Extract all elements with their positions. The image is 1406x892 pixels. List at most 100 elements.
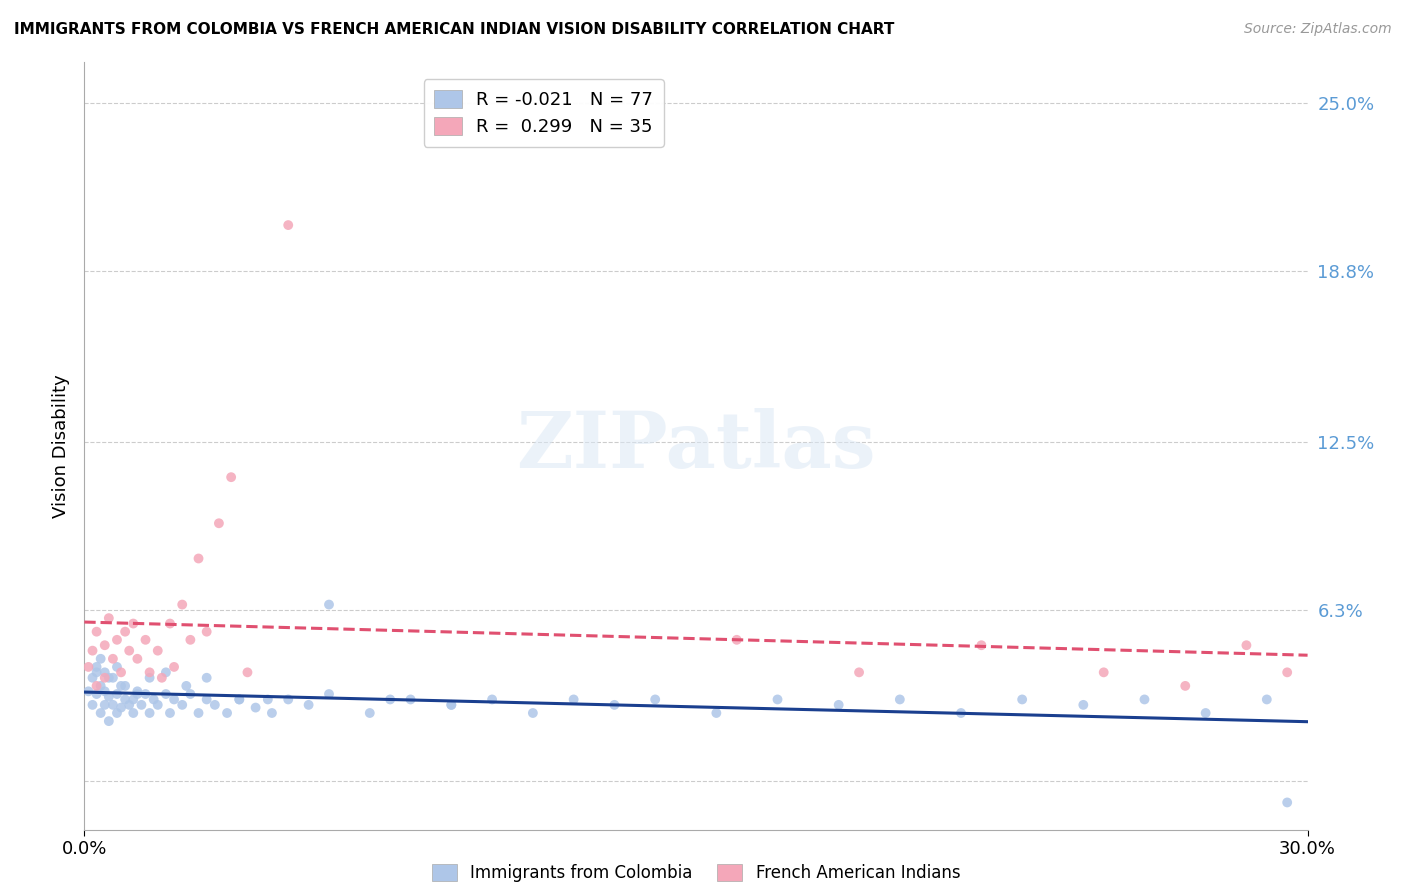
Point xyxy=(1236,638,1258,652)
Point xyxy=(208,516,231,531)
Point xyxy=(725,632,748,647)
Point xyxy=(110,700,132,714)
Point xyxy=(318,598,340,612)
Point xyxy=(848,665,870,680)
Legend: Immigrants from Colombia, French American Indians: Immigrants from Colombia, French America… xyxy=(423,855,969,890)
Point xyxy=(105,660,128,674)
Point xyxy=(82,643,104,657)
Point xyxy=(77,660,100,674)
Point xyxy=(163,692,186,706)
Point xyxy=(155,665,177,680)
Point xyxy=(195,624,218,639)
Point xyxy=(562,692,585,706)
Point xyxy=(101,671,124,685)
Point xyxy=(150,671,173,685)
Point xyxy=(110,665,132,680)
Point xyxy=(118,698,141,712)
Point xyxy=(97,611,120,625)
Point xyxy=(228,692,250,706)
Point xyxy=(114,692,136,706)
Point xyxy=(93,684,115,698)
Point xyxy=(86,660,108,674)
Point xyxy=(90,679,112,693)
Text: IMMIGRANTS FROM COLOMBIA VS FRENCH AMERICAN INDIAN VISION DISABILITY CORRELATION: IMMIGRANTS FROM COLOMBIA VS FRENCH AMERI… xyxy=(14,22,894,37)
Point xyxy=(93,698,115,712)
Point xyxy=(77,684,100,698)
Point xyxy=(135,687,157,701)
Point xyxy=(105,632,128,647)
Point xyxy=(1092,665,1115,680)
Point xyxy=(90,652,112,666)
Point xyxy=(159,616,181,631)
Point xyxy=(82,671,104,685)
Point xyxy=(138,665,160,680)
Point xyxy=(1073,698,1095,712)
Point xyxy=(155,687,177,701)
Point xyxy=(105,687,128,701)
Point xyxy=(118,643,141,657)
Point xyxy=(399,692,422,706)
Point xyxy=(828,698,851,712)
Point xyxy=(122,706,145,720)
Point xyxy=(142,692,165,706)
Point xyxy=(277,692,299,706)
Point xyxy=(146,643,169,657)
Point xyxy=(105,706,128,720)
Point xyxy=(172,698,194,712)
Point xyxy=(122,692,145,706)
Text: ZIPatlas: ZIPatlas xyxy=(516,408,876,484)
Point xyxy=(1011,692,1033,706)
Point xyxy=(1256,692,1278,706)
Point xyxy=(217,706,239,720)
Point xyxy=(135,632,157,647)
Point xyxy=(522,706,544,720)
Point xyxy=(86,679,108,693)
Point xyxy=(114,624,136,639)
Point xyxy=(359,706,381,720)
Point xyxy=(236,665,259,680)
Point xyxy=(146,698,169,712)
Point xyxy=(1133,692,1156,706)
Point xyxy=(114,679,136,693)
Point xyxy=(159,706,181,720)
Point xyxy=(97,671,120,685)
Point xyxy=(174,679,197,693)
Point xyxy=(86,665,108,680)
Point xyxy=(110,679,132,693)
Point xyxy=(277,218,299,232)
Point xyxy=(481,692,503,706)
Point xyxy=(889,692,911,706)
Point xyxy=(195,692,218,706)
Point xyxy=(187,551,209,566)
Point xyxy=(706,706,728,720)
Point xyxy=(122,616,145,631)
Point xyxy=(101,698,124,712)
Point xyxy=(260,706,283,720)
Text: Source: ZipAtlas.com: Source: ZipAtlas.com xyxy=(1244,22,1392,37)
Point xyxy=(257,692,280,706)
Point xyxy=(603,698,626,712)
Point xyxy=(97,714,120,728)
Point xyxy=(1174,679,1197,693)
Point xyxy=(93,638,115,652)
Point xyxy=(318,687,340,701)
Point xyxy=(1277,665,1299,680)
Point xyxy=(1195,706,1218,720)
Point xyxy=(204,698,226,712)
Point xyxy=(298,698,321,712)
Point xyxy=(131,698,153,712)
Point xyxy=(644,692,666,706)
Point xyxy=(93,671,115,685)
Point xyxy=(440,698,463,712)
Point xyxy=(82,698,104,712)
Point xyxy=(93,665,115,680)
Point xyxy=(86,624,108,639)
Point xyxy=(101,652,124,666)
Point xyxy=(187,706,209,720)
Point xyxy=(970,638,993,652)
Point xyxy=(440,698,463,712)
Point xyxy=(138,671,160,685)
Point xyxy=(127,684,149,698)
Point xyxy=(90,706,112,720)
Point xyxy=(127,687,149,701)
